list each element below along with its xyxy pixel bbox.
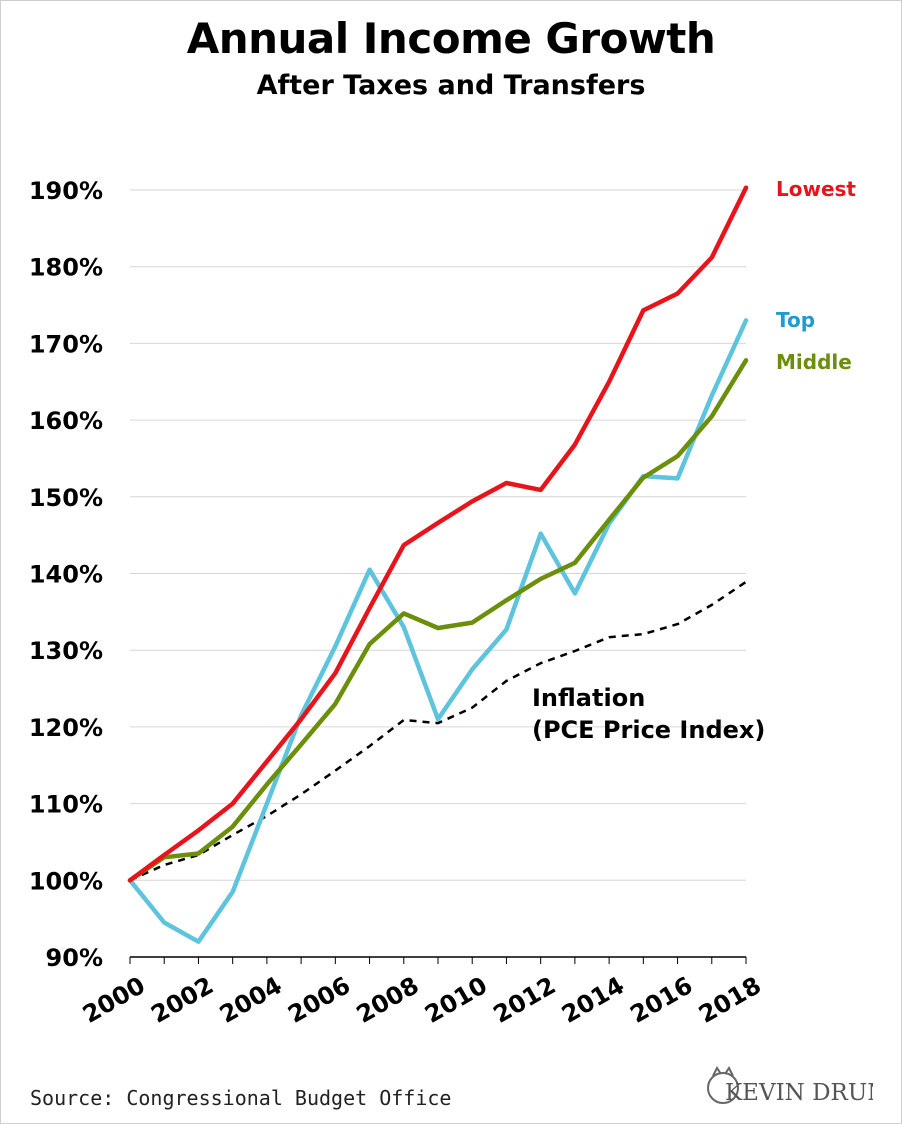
x-tick-label: 2004 xyxy=(215,971,287,1029)
series-label-lowest: Lowest xyxy=(776,177,856,201)
y-tick-label: 170% xyxy=(29,330,103,358)
x-tick-label: 2014 xyxy=(557,971,629,1029)
series-line-middle xyxy=(127,358,749,883)
series-label-top: Top xyxy=(776,308,815,332)
y-tick-label: 190% xyxy=(29,177,103,205)
series-lines xyxy=(127,185,749,944)
inflation-label-line2: (PCE Price Index) xyxy=(532,716,765,744)
x-tick-label: 2000 xyxy=(78,971,150,1029)
chart-subtitle: After Taxes and Transfers xyxy=(256,70,646,101)
y-tick-label: 120% xyxy=(29,714,103,742)
x-tick-label: 2016 xyxy=(626,971,698,1029)
y-tick-label: 160% xyxy=(29,407,103,435)
y-tick-label: 140% xyxy=(29,561,103,589)
chart-title: Annual Income Growth xyxy=(186,14,716,63)
series-line-lowest xyxy=(127,185,749,883)
logo-text: KEVIN DRUM xyxy=(725,1080,873,1106)
axes xyxy=(129,956,747,964)
gridlines xyxy=(130,189,746,881)
series-labels: Lowest Top Middle Inflation (PCE Price I… xyxy=(532,177,856,744)
y-tick-label: 110% xyxy=(29,791,103,819)
y-tick-label: 180% xyxy=(29,254,103,282)
x-tick-label: 2018 xyxy=(694,971,766,1029)
x-tick-label: 2002 xyxy=(146,971,218,1029)
y-axis-tick-labels: 90% 100% 110% 120% 130% 140% 150% 160% 170% 180% 1… xyxy=(29,177,103,972)
x-tick-label: 2008 xyxy=(352,971,424,1029)
series-line-inflation xyxy=(129,580,747,882)
kevin-drum-logo: KEVIN DRUM xyxy=(707,1066,873,1106)
y-tick-label: 90% xyxy=(46,944,103,972)
y-tick-label: 130% xyxy=(29,637,103,665)
source-note: Source: Congressional Budget Office xyxy=(30,1086,452,1110)
x-tick-label: 2010 xyxy=(420,971,492,1029)
y-tick-label: 150% xyxy=(29,484,103,512)
x-tick-label: 2006 xyxy=(283,971,355,1029)
inflation-label-line1: Inflation xyxy=(532,684,645,712)
x-tick-label: 2012 xyxy=(489,971,561,1029)
series-label-middle: Middle xyxy=(776,350,852,374)
y-tick-label: 100% xyxy=(29,867,103,895)
cat-icon xyxy=(707,1066,739,1104)
